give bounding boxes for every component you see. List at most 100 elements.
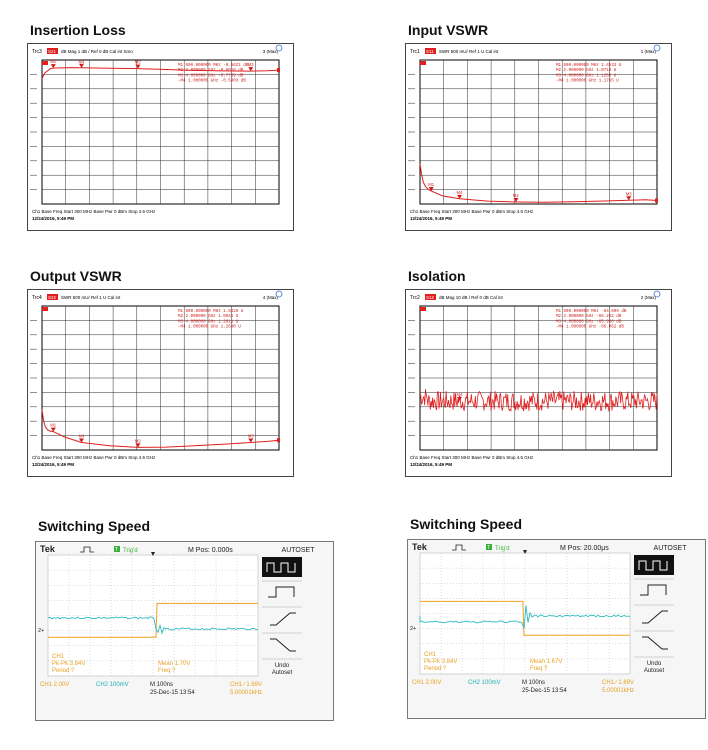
- trace-mode: SWR 500 mU/ Ref 1 U Cal int: [61, 295, 121, 300]
- input-vswr-chart: Trc1 S11 SWR 500 mU/ Ref 1 U Cal int 1 (Max…: [408, 44, 661, 221]
- single-pulse-icon: [268, 586, 295, 598]
- autoset-label: AUTOSET: [654, 545, 688, 552]
- marker-triangle: [428, 187, 434, 192]
- ch1-scale: CH1 2.00V: [412, 680, 441, 686]
- trigger-level: CH1 ∕ 1.69V: [602, 679, 634, 686]
- meas-freq: Freq ?: [530, 666, 548, 672]
- trig-state: Trig'd: [123, 548, 138, 554]
- switching-speed-title-right: Switching Speed: [410, 516, 523, 532]
- marker-readout-row: M2 2.000000 GHz -66.262 dB: [556, 314, 622, 319]
- input-vswr-title: Input VSWR: [408, 22, 489, 38]
- marker-readout-row: -M4 1.000000 GHz 1.2640 U: [178, 326, 241, 330]
- isolation-title: Isolation: [408, 268, 466, 284]
- marker-readout-row: M3 4.000000 GHz 1.1285 U: [556, 74, 617, 78]
- marker-readout-row: M1 500.000000 MHz 1.6426 U: [178, 310, 244, 314]
- timestamp: 12/24/2016, 5:49 PM: [32, 216, 74, 221]
- trace-line: [419, 163, 658, 203]
- logo-icon: [653, 290, 661, 298]
- trigger-frequency: 5.00001kHz: [230, 690, 262, 696]
- meas-period: Period ?: [424, 666, 447, 672]
- marker-label: M1: [50, 59, 56, 64]
- meas-period: Period ?: [52, 668, 75, 674]
- scope-screen-left: Tek T Trig'd M Pos: 0.000s AUTOSET 2+ CH1 Pk-Pk…: [35, 541, 334, 721]
- trace-end-marker: [655, 198, 658, 203]
- ch2-scale: CH2 100mV: [96, 682, 129, 688]
- trig-indicator-letter: T: [487, 545, 490, 551]
- channel-footer: Ch1 Base Freq Start 300 MHz Base Pwr 0 d…: [410, 455, 534, 460]
- param-badge: [425, 48, 436, 54]
- meas-channel: CH1: [52, 654, 65, 660]
- marker-triangle: [50, 64, 56, 69]
- marker-triangle: [457, 194, 462, 199]
- trace-line: [41, 67, 280, 79]
- meas-pkpk: Pk-Pk 3.84V: [424, 659, 457, 665]
- trig-indicator-letter: T: [115, 547, 118, 553]
- mpos-readout: M Pos: 0.000s: [188, 547, 233, 554]
- marker-readout-row: M2 2.000000 GHz 1.0941 U: [178, 315, 239, 319]
- marker-triangle: [79, 438, 84, 443]
- marker-triangle: [248, 67, 254, 72]
- square-wave-icon: [638, 560, 668, 571]
- param-badge: [425, 294, 436, 300]
- marker-label: M2: [135, 60, 141, 65]
- ref-level-marker: [42, 307, 48, 311]
- trace-end-marker: [277, 68, 280, 73]
- rising-edge-icon: [270, 612, 296, 626]
- ch2-ground-marker: 2+: [38, 628, 44, 634]
- insertion-loss-plot: Trc3 S21 dB Mag 1 dB / Ref 0 dB Cal int Sm…: [27, 43, 294, 231]
- ch1-waveform: [48, 602, 258, 638]
- autoset-label: AUTOSET: [282, 547, 316, 554]
- brand-logo: Tek: [412, 542, 428, 552]
- logo-icon: [275, 290, 283, 298]
- timestamp: 12/24/2016, 5:49 PM: [32, 462, 74, 467]
- menu-square-wave-button: [634, 555, 674, 575]
- brand-logo: Tek: [40, 544, 56, 554]
- trace-count: 3 (Max): [263, 49, 279, 54]
- scope-date: 25-Dec-15 13:54: [150, 690, 195, 696]
- menu-square-wave-button: [262, 557, 302, 577]
- marker-label: M4: [79, 434, 85, 439]
- trace-end-marker: [277, 438, 280, 443]
- channel-footer: Ch1 Base Freq Start 300 MHz Base Pwr 0 d…: [410, 209, 534, 214]
- trigger-position-icon: [151, 552, 155, 556]
- undo-label: Undo: [647, 661, 662, 667]
- autoset-sub-label: Autoset: [644, 668, 665, 674]
- meas-mean: Mean 1.70V: [158, 661, 190, 667]
- trace-name: Trc2: [410, 295, 420, 301]
- scope-screen-right: Tek T Trig'd M Pos: 20.00μs AUTOSET 2+ CH1 Pk-P…: [407, 539, 706, 719]
- timestamp: 12/24/2016, 5:49 PM: [410, 216, 452, 221]
- param-badge: [47, 294, 58, 300]
- ref-level-marker: [420, 307, 426, 311]
- trace-line: [419, 389, 658, 413]
- input-vswr-plot: Trc1 S11 SWR 500 mU/ Ref 1 U Cal int 1 (Max…: [405, 43, 672, 231]
- channel-footer: Ch1 Base Freq Start 300 MHz Base Pwr 0 d…: [32, 209, 156, 214]
- switching-speed-title-left: Switching Speed: [38, 518, 151, 534]
- insertion-loss-title: Insertion Loss: [30, 22, 126, 38]
- trigger-frequency: 5.00001kHz: [602, 688, 634, 694]
- marker-label: M4: [79, 59, 85, 64]
- marker-triangle: [457, 397, 462, 402]
- trace-mode: dB Mag 1 dB / Ref 0 dB Cal int Smo: [61, 49, 133, 54]
- ch1-waveform: [420, 600, 630, 636]
- isolation-chart: Trc2 S12 dB Mag 10 dB / Ref 0 dB Cal int 2 …: [408, 290, 661, 467]
- trace-count: 2 (Max): [641, 295, 657, 300]
- insertion-loss-chart: Trc3 S21 dB Mag 1 dB / Ref 0 dB Cal int Sm…: [30, 44, 283, 221]
- meas-channel: CH1: [424, 652, 437, 658]
- marker-label: M4: [457, 190, 463, 195]
- output-vswr-plot: Trc4 S22 SWR 500 mU/ Ref 1 U Cal int 4 (Max…: [27, 289, 294, 477]
- marker-label: M2: [513, 193, 519, 198]
- param-label: S11: [426, 49, 434, 54]
- trace-mode: dB Mag 10 dB / Ref 0 dB Cal int: [439, 295, 504, 300]
- timebase: M 100ns: [150, 682, 173, 688]
- single-pulse-icon: [640, 584, 667, 596]
- trace-line: [41, 409, 280, 448]
- marker-readout-row: -M4 1.000000 GHz -66.062 dB: [556, 325, 624, 330]
- logo-icon: [275, 44, 283, 52]
- trigger-position-icon: [523, 550, 527, 554]
- marker-readout-row: M3 4.000000 GHz -0.7739 dB: [178, 73, 244, 78]
- marker-triangle: [248, 438, 254, 443]
- param-label: S22: [48, 295, 57, 300]
- timebase: M 100ns: [522, 680, 545, 686]
- logo-icon: [653, 44, 661, 52]
- marker-readout-row: M3 4.000000 GHz 1.2611 U: [178, 320, 239, 324]
